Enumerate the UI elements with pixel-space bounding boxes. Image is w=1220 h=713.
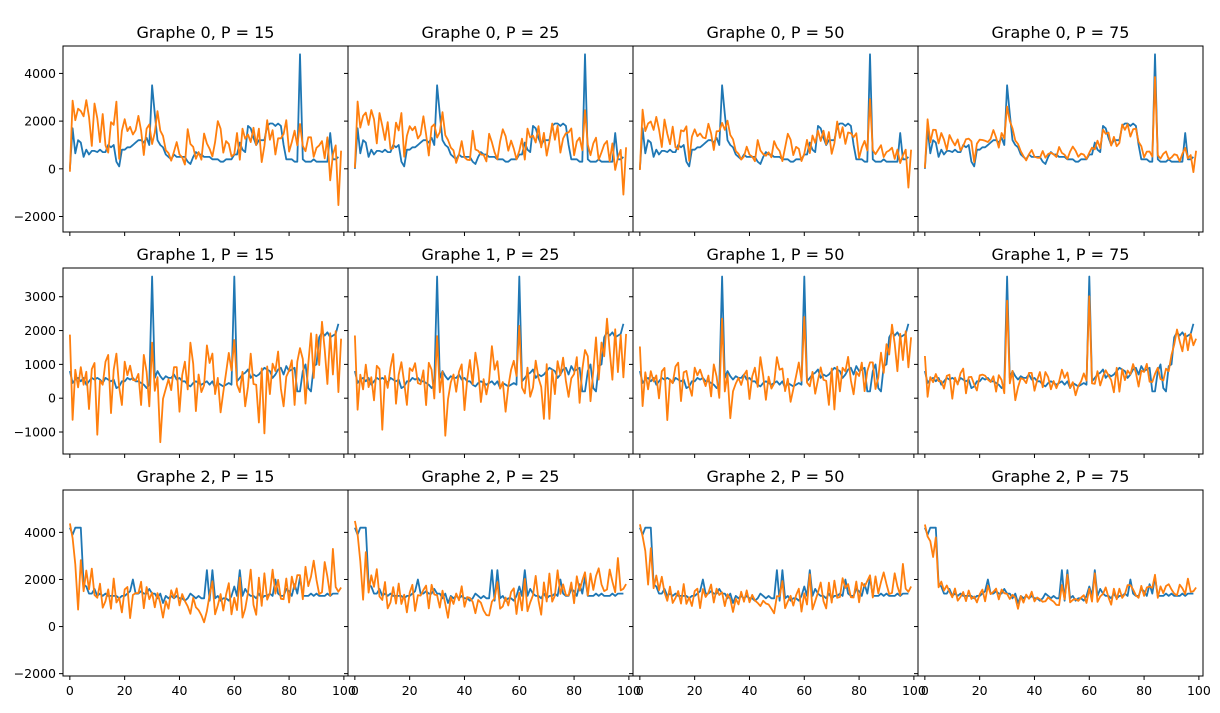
x-tick-label: 100 xyxy=(1187,683,1211,698)
panel-title: Graphe 0, P = 25 xyxy=(422,23,560,42)
x-tick-label: 20 xyxy=(402,683,418,698)
series-line-blue xyxy=(69,53,339,169)
x-tick-label: 40 xyxy=(742,683,758,698)
panel-frame xyxy=(632,45,919,233)
y-tick-label: 4000 xyxy=(24,525,56,540)
panel-title: Graphe 1, P = 75 xyxy=(992,245,1130,264)
series-line-blue xyxy=(924,53,1194,169)
x-tick-label: 20 xyxy=(972,683,988,698)
panel-title: Graphe 1, P = 50 xyxy=(707,245,845,264)
series-line-blue xyxy=(924,275,1195,393)
x-tick-label: 40 xyxy=(1027,683,1043,698)
x-tick-label: 80 xyxy=(851,683,867,698)
y-tick-label: 4000 xyxy=(24,66,56,81)
series-line-blue xyxy=(354,526,624,604)
panel-frame xyxy=(917,267,1204,455)
y-tick-label: −2000 xyxy=(14,209,56,224)
x-tick-label: 0 xyxy=(66,683,74,698)
panel-title: Graphe 0, P = 75 xyxy=(992,23,1130,42)
x-tick-label: 0 xyxy=(636,683,644,698)
panel-title: Graphe 0, P = 15 xyxy=(137,23,275,42)
y-tick-label: −2000 xyxy=(14,666,56,681)
x-tick-label: 60 xyxy=(796,683,812,698)
x-tick-label: 60 xyxy=(226,683,242,698)
series-line-orange xyxy=(924,524,1197,610)
series-line-blue xyxy=(639,53,909,169)
x-tick-label: 20 xyxy=(687,683,703,698)
x-tick-label: 0 xyxy=(921,683,929,698)
panel-title: Graphe 1, P = 15 xyxy=(137,245,275,264)
series-line-orange xyxy=(354,317,627,437)
x-tick-label: 60 xyxy=(511,683,527,698)
panel-title: Graphe 2, P = 50 xyxy=(707,467,845,486)
series-line-orange xyxy=(354,100,627,196)
panel-title: Graphe 2, P = 75 xyxy=(992,467,1130,486)
series-line-orange xyxy=(639,316,912,421)
y-tick-label: 2000 xyxy=(24,114,56,129)
panel-frame xyxy=(917,45,1204,233)
x-tick-label: 100 xyxy=(617,683,641,698)
series-line-blue xyxy=(639,526,909,604)
x-tick-label: 0 xyxy=(351,683,359,698)
x-tick-label: 100 xyxy=(332,683,356,698)
series-line-orange xyxy=(69,523,342,624)
series-line-blue xyxy=(354,53,624,169)
y-tick-label: 2000 xyxy=(24,323,56,338)
panel-frame xyxy=(917,489,1204,677)
y-tick-label: 1000 xyxy=(24,357,56,372)
panel-title: Graphe 2, P = 15 xyxy=(137,467,275,486)
y-tick-label: 3000 xyxy=(24,289,56,304)
series-line-blue xyxy=(924,526,1194,604)
panel-frame xyxy=(632,267,919,455)
x-tick-label: 40 xyxy=(172,683,188,698)
x-tick-label: 80 xyxy=(281,683,297,698)
y-tick-label: 0 xyxy=(48,619,56,634)
y-tick-label: 2000 xyxy=(24,572,56,587)
y-tick-label: −1000 xyxy=(14,425,56,440)
series-line-blue xyxy=(639,275,910,393)
series-line-orange xyxy=(354,520,627,619)
panel-title: Graphe 2, P = 25 xyxy=(422,467,560,486)
series-line-orange xyxy=(639,524,912,615)
panel-title: Graphe 0, P = 50 xyxy=(707,23,845,42)
y-tick-label: 0 xyxy=(48,161,56,176)
series-line-blue xyxy=(69,526,339,604)
series-line-orange xyxy=(69,320,342,444)
x-tick-label: 100 xyxy=(902,683,926,698)
x-tick-label: 20 xyxy=(117,683,133,698)
x-tick-label: 60 xyxy=(1081,683,1097,698)
x-tick-label: 40 xyxy=(457,683,473,698)
series-line-orange xyxy=(924,76,1197,173)
series-line-orange xyxy=(69,99,342,206)
y-tick-label: 0 xyxy=(48,391,56,406)
x-tick-label: 80 xyxy=(1136,683,1152,698)
series-line-orange xyxy=(639,98,912,189)
x-tick-label: 80 xyxy=(566,683,582,698)
series-line-orange xyxy=(924,295,1197,402)
panel-title: Graphe 1, P = 25 xyxy=(422,245,560,264)
